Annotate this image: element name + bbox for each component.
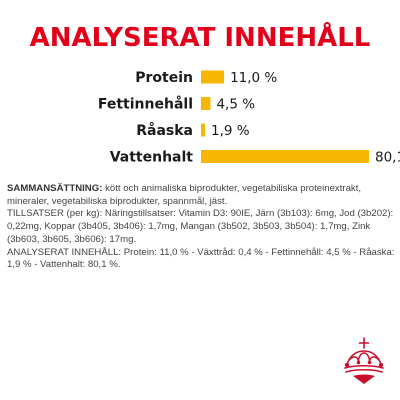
composition-paragraph: SAMMANSÄTTNING: kött och animaliska bipr… — [7, 183, 395, 208]
royal-canin-crown-logo — [344, 337, 384, 384]
page-title: ANALYSERAT INNEHÅLL — [29, 23, 371, 53]
ingredients-text: SAMMANSÄTTNING: kött och animaliska bipr… — [7, 183, 395, 272]
analytical-paragraph: ANALYSERAT INNEHÅLL: Protein: 11,0 % - V… — [7, 246, 395, 271]
composition-text: kött och animaliska biprodukter, vegetab… — [7, 183, 362, 207]
bar-raaska — [201, 123, 205, 137]
bar-label-raaska: Råaska — [136, 122, 193, 139]
bar-chart: Protein 11,0 % Fettinnehåll 4,5 % Råaska 1,9 … — [0, 62, 400, 178]
bar-value-raaska: 1,9 % — [211, 123, 250, 139]
additives-paragraph: TILLSATSER (per kg): Näringstillsatser: … — [7, 208, 394, 245]
bar-fettinnehall — [201, 97, 211, 110]
bar-vattenhalt — [201, 150, 369, 163]
bar-value-vattenhalt: 80,1 % — [375, 150, 400, 166]
bar-value-protein: 11,0 % — [230, 70, 277, 86]
composition-label: SAMMANSÄTTNING: — [7, 183, 103, 194]
bar-label-vattenhalt: Vattenhalt — [110, 150, 194, 166]
bar-value-fettinnehall: 4,5 % — [216, 97, 255, 113]
bar-label-fettinnehall: Fettinnehåll — [98, 96, 193, 113]
bar-protein — [201, 70, 225, 84]
bar-chart-svg: Protein 11,0 % Fettinnehåll 4,5 % Råaska 1,9 … — [98, 70, 400, 166]
bar-label-protein: Protein — [135, 70, 193, 86]
